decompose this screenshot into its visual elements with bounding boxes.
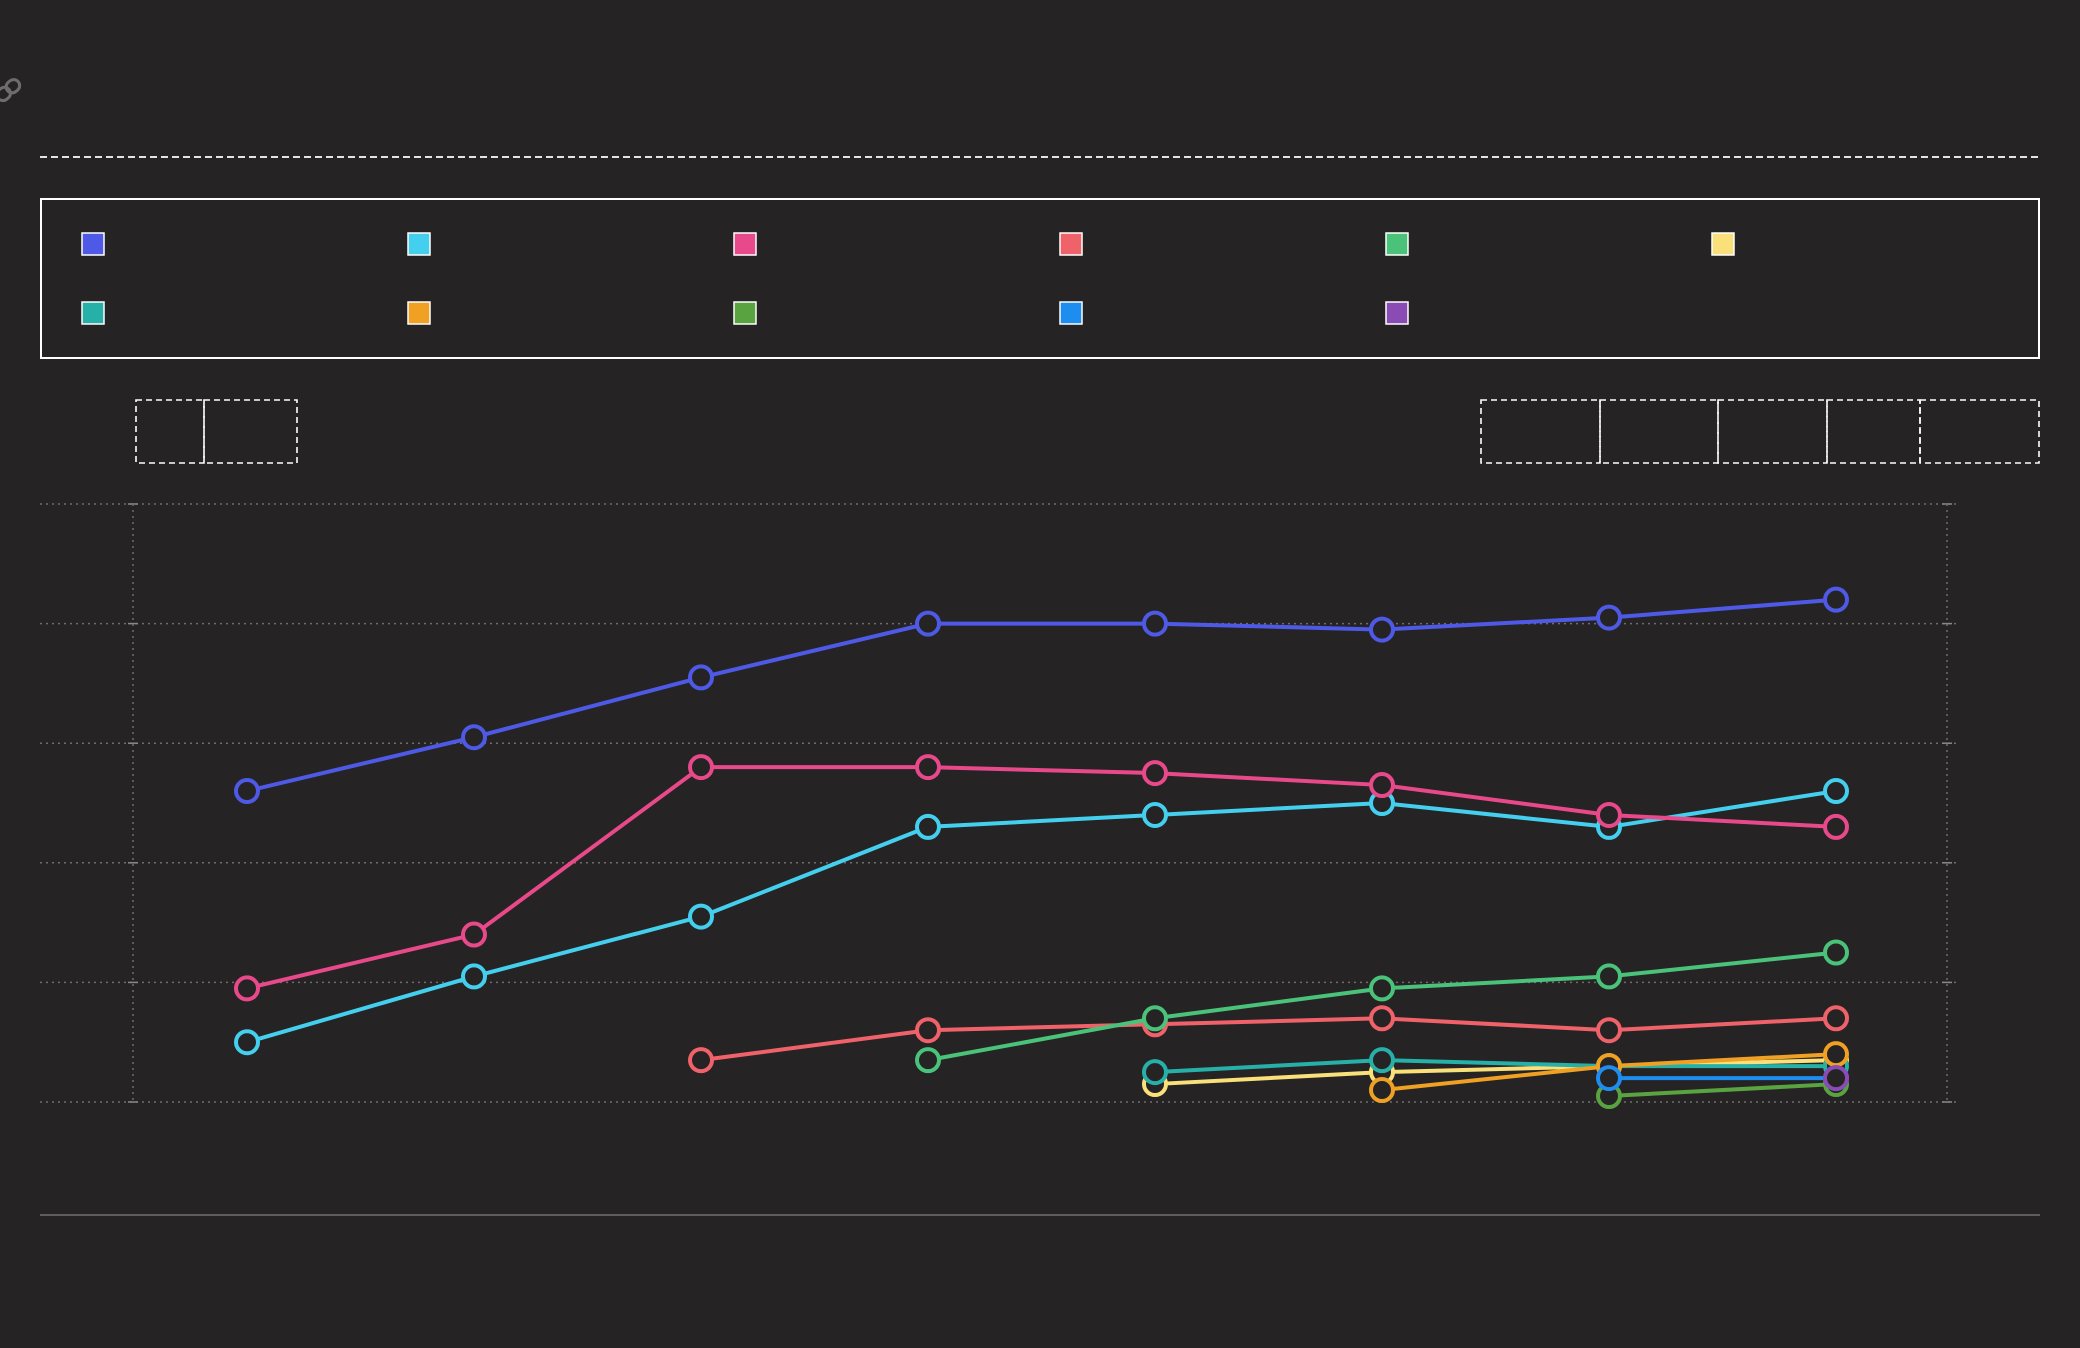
series-line-2 — [245, 789, 1838, 1045]
series-layer — [234, 586, 1849, 1110]
series-line-1 — [245, 597, 1838, 794]
data-point[interactable] — [1369, 616, 1395, 643]
data-point[interactable] — [461, 963, 487, 990]
data-point[interactable] — [915, 1017, 941, 1044]
legend-swatch-4[interactable] — [1059, 232, 1083, 256]
legend-swatch-2[interactable] — [407, 232, 431, 256]
grid — [40, 503, 1957, 1103]
data-point[interactable] — [1823, 1065, 1849, 1092]
legend — [81, 232, 1735, 325]
legend-swatch-9[interactable] — [733, 301, 757, 325]
data-point[interactable] — [915, 610, 941, 637]
data-point[interactable] — [1142, 801, 1168, 828]
series-11 — [1823, 1065, 1849, 1092]
toolbar-box-right-4[interactable] — [1826, 399, 1921, 464]
toolbar-box-right-2[interactable] — [1599, 399, 1719, 464]
legend-swatch-7[interactable] — [81, 301, 105, 325]
series-line-7 — [1153, 1058, 1838, 1075]
legend-swatch-10[interactable] — [1059, 301, 1083, 325]
data-point[interactable] — [461, 724, 487, 751]
toolbar-box-right-5[interactable] — [1919, 399, 2040, 464]
legend-box — [40, 198, 2040, 359]
series-2 — [234, 778, 1849, 1056]
data-point[interactable] — [1823, 778, 1849, 805]
data-point[interactable] — [688, 903, 714, 930]
data-point[interactable] — [1823, 939, 1849, 966]
data-point[interactable] — [688, 664, 714, 691]
data-point[interactable] — [1823, 813, 1849, 840]
legend-swatch-11[interactable] — [1385, 301, 1409, 325]
data-point[interactable] — [1823, 1005, 1849, 1032]
data-point[interactable] — [1369, 1005, 1395, 1032]
series-1 — [234, 586, 1849, 805]
series-line-9 — [1607, 1082, 1838, 1099]
data-point[interactable] — [915, 813, 941, 840]
data-point[interactable] — [688, 754, 714, 781]
data-point[interactable] — [1596, 801, 1622, 828]
data-point[interactable] — [1369, 1077, 1395, 1104]
data-point[interactable] — [1142, 610, 1168, 637]
legend-swatch-5[interactable] — [1385, 232, 1409, 256]
data-point[interactable] — [1142, 1059, 1168, 1086]
legend-swatch-8[interactable] — [407, 301, 431, 325]
series-line-4 — [699, 1016, 1838, 1063]
toolbar-box-right-3[interactable] — [1717, 399, 1828, 464]
data-point[interactable] — [234, 975, 260, 1002]
series-line-6 — [1153, 1058, 1838, 1087]
data-point[interactable] — [234, 778, 260, 805]
series-5 — [915, 939, 1849, 1074]
toolbar-box-left-1[interactable] — [135, 399, 205, 464]
data-point[interactable] — [1369, 1047, 1395, 1074]
toolbar-box-right-1[interactable] — [1480, 399, 1601, 464]
data-point[interactable] — [1596, 963, 1622, 990]
data-point[interactable] — [234, 1029, 260, 1056]
data-point[interactable] — [1142, 760, 1168, 787]
legend-swatch-6[interactable] — [1711, 232, 1735, 256]
data-point[interactable] — [1369, 772, 1395, 799]
data-point[interactable] — [915, 754, 941, 781]
right-toolbar — [1480, 399, 2040, 464]
data-point[interactable] — [461, 921, 487, 948]
left-toolbar — [135, 399, 298, 464]
data-point[interactable] — [1142, 1005, 1168, 1032]
series-line-3 — [245, 765, 1838, 991]
legend-swatch-3[interactable] — [733, 232, 757, 256]
data-point[interactable] — [1369, 975, 1395, 1002]
link-icon[interactable] — [0, 77, 22, 103]
data-point[interactable] — [1596, 1017, 1622, 1044]
toolbar-box-left-2[interactable] — [203, 399, 298, 464]
data-point[interactable] — [1823, 1041, 1849, 1068]
data-point[interactable] — [915, 1047, 941, 1074]
data-point[interactable] — [1596, 604, 1622, 631]
data-point[interactable] — [1823, 586, 1849, 613]
data-point[interactable] — [688, 1047, 714, 1074]
legend-swatch-1[interactable] — [81, 232, 105, 256]
series-3 — [234, 754, 1849, 1002]
data-point[interactable] — [1596, 1065, 1622, 1092]
